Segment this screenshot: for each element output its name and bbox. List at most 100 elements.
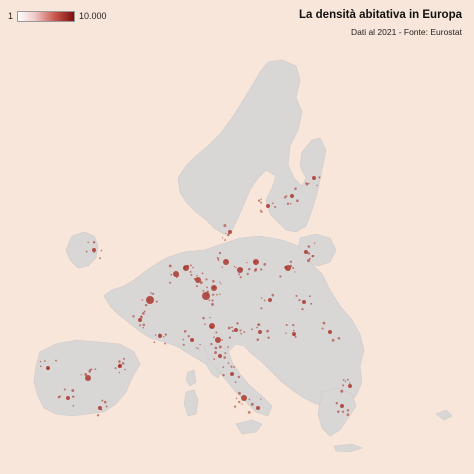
density-speckle: [153, 341, 156, 343]
density-speckle: [44, 360, 46, 362]
density-hotspot: [85, 375, 91, 381]
density-speckle: [216, 293, 218, 296]
density-speckle: [308, 182, 310, 185]
density-legend: 1 10.000: [8, 8, 107, 24]
density-speckle: [221, 339, 224, 341]
density-speckle: [267, 336, 270, 339]
density-speckle: [231, 329, 235, 333]
density-speckle: [118, 371, 121, 374]
density-speckle: [260, 398, 262, 400]
density-speckle: [101, 399, 104, 402]
density-speckle: [342, 384, 345, 387]
density-speckle: [93, 251, 95, 254]
density-speckle: [250, 328, 253, 331]
density-speckle: [263, 299, 266, 302]
cyprus-landmass: [435, 409, 453, 421]
density-speckle: [285, 332, 287, 335]
density-speckle: [225, 233, 227, 235]
density-speckle: [335, 401, 339, 405]
density-speckle: [118, 360, 121, 363]
density-speckle: [144, 303, 148, 307]
density-speckle: [346, 378, 349, 381]
density-speckle: [241, 403, 243, 405]
density-speckle: [248, 268, 251, 271]
density-speckle: [92, 241, 95, 243]
density-speckle: [140, 315, 143, 318]
density-speckle: [201, 272, 204, 275]
density-speckle: [199, 281, 203, 285]
density-speckle: [231, 326, 233, 329]
sicily-landmass: [235, 419, 263, 435]
density-speckle: [222, 366, 225, 369]
density-speckle: [235, 397, 238, 400]
density-speckle: [193, 277, 196, 280]
sardinia-landmass: [183, 389, 199, 417]
density-speckle: [292, 329, 295, 332]
density-speckle: [105, 405, 108, 408]
density-speckle: [191, 338, 194, 341]
density-hotspot: [253, 259, 259, 265]
density-speckle: [224, 259, 227, 262]
density-speckle: [346, 409, 350, 412]
density-speckle: [260, 268, 263, 271]
density-hotspot: [228, 230, 232, 234]
density-speckle: [239, 329, 242, 332]
density-hotspot: [234, 328, 238, 332]
density-speckle: [183, 329, 187, 333]
density-hotspot: [218, 354, 222, 358]
density-speckle: [189, 270, 192, 273]
density-speckle: [296, 199, 299, 203]
density-speckle: [260, 297, 263, 299]
density-speckle: [219, 281, 221, 283]
density-speckle: [346, 413, 350, 416]
density-speckle: [310, 302, 313, 305]
density-speckle: [211, 302, 214, 306]
density-speckle: [94, 368, 97, 371]
density-speckle: [169, 281, 172, 284]
density-speckle: [233, 265, 236, 268]
density-speckle: [150, 292, 152, 294]
density-speckle: [216, 256, 219, 260]
density-speckle: [340, 389, 344, 393]
density-speckle: [182, 338, 185, 341]
density-hotspot: [256, 406, 260, 410]
density-speckle: [274, 205, 277, 209]
density-speckle: [219, 293, 221, 295]
density-speckle: [293, 334, 296, 336]
density-speckle: [337, 337, 341, 340]
density-speckle: [96, 414, 100, 417]
density-speckle: [233, 366, 235, 368]
density-hotspot: [138, 318, 142, 322]
density-speckle: [311, 254, 314, 258]
density-speckle: [141, 299, 144, 301]
density-hotspots: [39, 176, 352, 417]
density-hotspot: [230, 372, 234, 376]
density-hotspot: [146, 296, 154, 304]
density-speckle: [248, 398, 251, 401]
density-speckle: [294, 335, 297, 338]
density-speckle: [148, 299, 150, 301]
density-speckle: [246, 272, 249, 276]
corsica-landmass: [185, 369, 197, 387]
density-speckle: [223, 224, 227, 228]
density-speckle: [246, 261, 248, 264]
density-hotspot: [348, 384, 352, 388]
density-speckle: [260, 198, 262, 200]
density-speckle: [240, 267, 243, 270]
density-speckle: [88, 370, 91, 373]
density-speckle: [295, 294, 298, 297]
density-speckle: [71, 395, 75, 398]
density-speckle: [285, 323, 288, 327]
density-speckle: [257, 323, 261, 326]
density-speckle: [218, 251, 222, 255]
density-speckle: [217, 259, 220, 261]
density-speckle: [289, 260, 293, 264]
density-speckle: [308, 257, 311, 260]
density-speckle: [195, 285, 198, 288]
density-speckle: [211, 299, 214, 302]
density-speckle: [260, 201, 263, 204]
density-speckle: [71, 389, 75, 392]
density-speckle: [307, 245, 311, 248]
density-speckle: [285, 195, 288, 198]
